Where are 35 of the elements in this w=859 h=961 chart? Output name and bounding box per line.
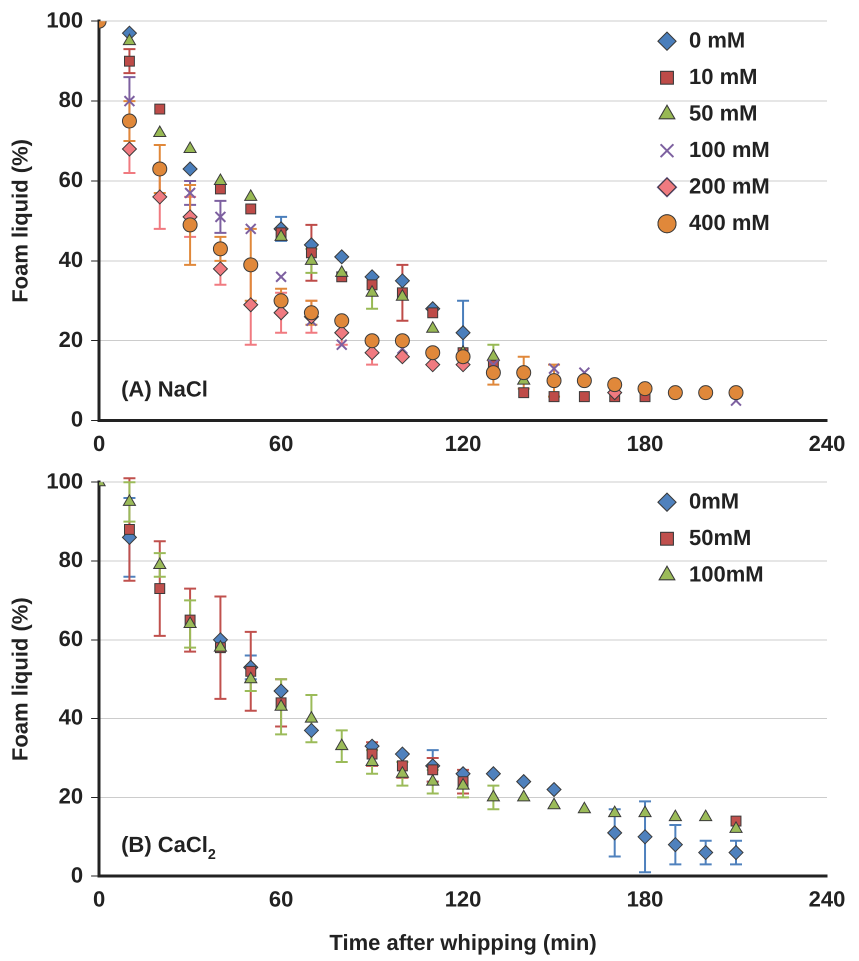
y-tick-label: 40 <box>58 704 84 730</box>
x-tick-label: 120 <box>444 886 482 912</box>
legend-label: 50 mM <box>689 100 758 126</box>
y-tick-label: 20 <box>58 326 84 352</box>
y-tick-label: 80 <box>58 87 84 112</box>
x-tick-label: 0 <box>92 886 106 912</box>
x-tick-label: 240 <box>808 430 846 456</box>
y-tick-label: 20 <box>58 783 84 808</box>
legend-label: 50mM <box>689 524 752 550</box>
legend-label: 100 mM <box>689 136 770 162</box>
x-tick-label: 240 <box>808 886 846 912</box>
x-axis-title: Time after whipping (min) <box>329 930 597 955</box>
legend-label: 10 mM <box>689 64 758 89</box>
y-tick-label: 100 <box>46 7 84 32</box>
y-axis-title: Foam liquid (%) <box>7 597 32 762</box>
x-tick-label: 60 <box>268 886 294 912</box>
y-tick-label: 40 <box>58 246 84 272</box>
y-tick-label: 60 <box>58 626 84 651</box>
y-axis-title: Foam liquid (%) <box>7 139 32 303</box>
y-tick-label: 0 <box>70 862 84 888</box>
y-tick-label: 60 <box>58 167 84 192</box>
legend-label: 400 mM <box>689 210 770 235</box>
annotation: (A) NaCl <box>121 376 208 402</box>
legend-label: 100mM <box>689 561 764 586</box>
legend-label: 0mM <box>689 488 740 514</box>
y-tick-label: 0 <box>70 406 84 432</box>
x-tick-label: 120 <box>444 430 482 456</box>
x-tick-label: 180 <box>626 886 664 912</box>
x-tick-label: 60 <box>268 430 294 456</box>
x-tick-label: 0 <box>92 430 106 456</box>
y-tick-label: 100 <box>46 468 84 494</box>
legend-label: 0 mM <box>689 27 746 52</box>
legend-label: 200 mM <box>689 173 770 198</box>
y-tick-label: 80 <box>58 547 84 572</box>
x-tick-label: 180 <box>626 430 664 456</box>
